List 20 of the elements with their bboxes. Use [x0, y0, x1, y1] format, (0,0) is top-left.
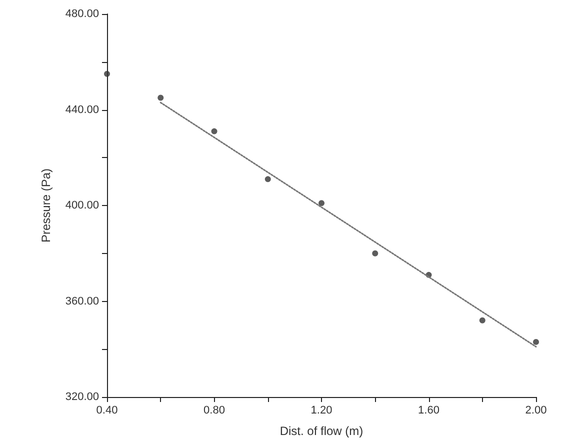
y-tick-label: 360.00 [65, 295, 99, 308]
x-tick-label: 0.80 [204, 404, 225, 416]
point [211, 128, 218, 134]
point [479, 317, 486, 324]
point [533, 338, 539, 345]
x-tick-label: 1.60 [418, 404, 440, 416]
point [158, 94, 164, 101]
y-tick-label: 480.00 [65, 8, 99, 20]
point [318, 200, 324, 206]
x-axis-title: Dist. of flow (m) [280, 424, 364, 438]
x-tick-label: 0.40 [96, 404, 118, 416]
point [104, 70, 110, 77]
y-tick-label: 440.00 [65, 104, 99, 116]
x-tick-label: 1.20 [310, 404, 332, 416]
y-tick-label: 400.00 [65, 200, 99, 212]
y-tick-label: 320.00 [65, 391, 99, 403]
point [372, 250, 378, 256]
y-axis-title: Pressure (Pa) [39, 168, 53, 243]
x-tick-label: 2.00 [525, 404, 547, 416]
point [264, 176, 271, 182]
